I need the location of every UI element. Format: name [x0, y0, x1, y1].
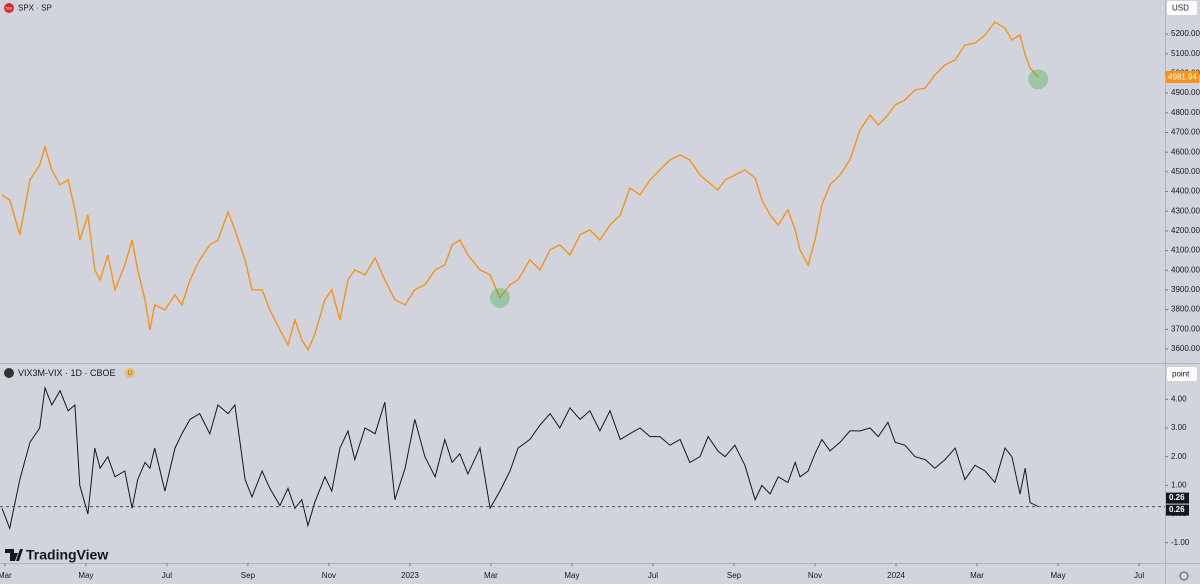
- unit-label[interactable]: USD: [1172, 4, 1189, 13]
- symbol-icon: [4, 368, 14, 378]
- x-tick-label: Mar: [484, 571, 498, 580]
- last-value-box: [1166, 70, 1199, 83]
- y-tick-label: 2.00: [1171, 452, 1187, 461]
- last-value-label: 0.26: [1169, 493, 1185, 502]
- y-tick-label: 4800.00: [1171, 108, 1200, 117]
- y-tick-label: 4100.00: [1171, 246, 1200, 255]
- x-tick-label: 2024: [887, 571, 905, 580]
- y-tick-label: 5200.00: [1171, 29, 1200, 38]
- last-value-box: [1166, 492, 1189, 504]
- last-value-label: 4981.94: [1168, 73, 1197, 82]
- x-tick-label: Mar: [970, 571, 984, 580]
- x-tick-label: Nov: [322, 571, 336, 580]
- y-tick-label: 3.00: [1171, 423, 1187, 432]
- symbol-icon-label: 500: [6, 6, 13, 11]
- settings-icon[interactable]: [1179, 571, 1189, 581]
- y-tick-label: 5100.00: [1171, 49, 1200, 58]
- x-tick-label: Nov: [808, 571, 822, 580]
- badge-label: D: [128, 371, 133, 377]
- highlight: [489, 287, 510, 308]
- last-value-label: 0.26: [1169, 505, 1185, 514]
- highlight: [1028, 69, 1049, 90]
- unit-box[interactable]: [1167, 367, 1197, 381]
- line-series: [1, 21, 1039, 352]
- y-tick-label: 1.00: [1171, 480, 1187, 489]
- y-tick-label: 4500.00: [1171, 167, 1200, 176]
- badge: [125, 368, 135, 378]
- x-tick-label: Sep: [727, 571, 742, 580]
- y-tick-label: 4900.00: [1171, 88, 1200, 97]
- pane-title[interactable]: VIX3M-VIX · 1D · CBOE: [18, 368, 116, 378]
- line-series: [1, 385, 1039, 531]
- x-tick-label: Sep: [241, 571, 256, 580]
- y-tick-label: 3600.00: [1171, 344, 1200, 353]
- y-tick-label: 3700.00: [1171, 324, 1200, 333]
- unit-label[interactable]: point: [1172, 370, 1190, 379]
- x-tick-label: 2023: [401, 571, 419, 580]
- y-tick-label: 3800.00: [1171, 305, 1200, 314]
- y-tick-label: 4700.00: [1171, 128, 1200, 137]
- y-tick-label: 4300.00: [1171, 206, 1200, 215]
- x-tick-label: Jul: [162, 571, 172, 580]
- brand-logo: [5, 549, 23, 561]
- y-tick-label: -1.00: [1171, 538, 1190, 547]
- y-tick-label: 4000.00: [1171, 265, 1200, 274]
- unit-box[interactable]: [1167, 1, 1197, 15]
- symbol-icon: [4, 3, 14, 13]
- y-tick-label: 4600.00: [1171, 147, 1200, 156]
- x-tick-label: May: [78, 571, 93, 580]
- y-tick-label: 4200.00: [1171, 226, 1200, 235]
- x-tick-label: May: [1050, 571, 1065, 580]
- x-tick-label: Jul: [648, 571, 658, 580]
- x-tick-label: Mar: [0, 571, 12, 580]
- last-value-box: [1166, 504, 1189, 516]
- pane-title[interactable]: SPX · SP: [18, 4, 52, 13]
- y-tick-label: 4.00: [1171, 394, 1187, 403]
- x-tick-label: Jul: [1134, 571, 1144, 580]
- brand-name[interactable]: TradingView: [26, 547, 108, 563]
- x-tick-label: May: [564, 571, 579, 580]
- y-tick-label: 4400.00: [1171, 187, 1200, 196]
- y-tick-label: 3900.00: [1171, 285, 1200, 294]
